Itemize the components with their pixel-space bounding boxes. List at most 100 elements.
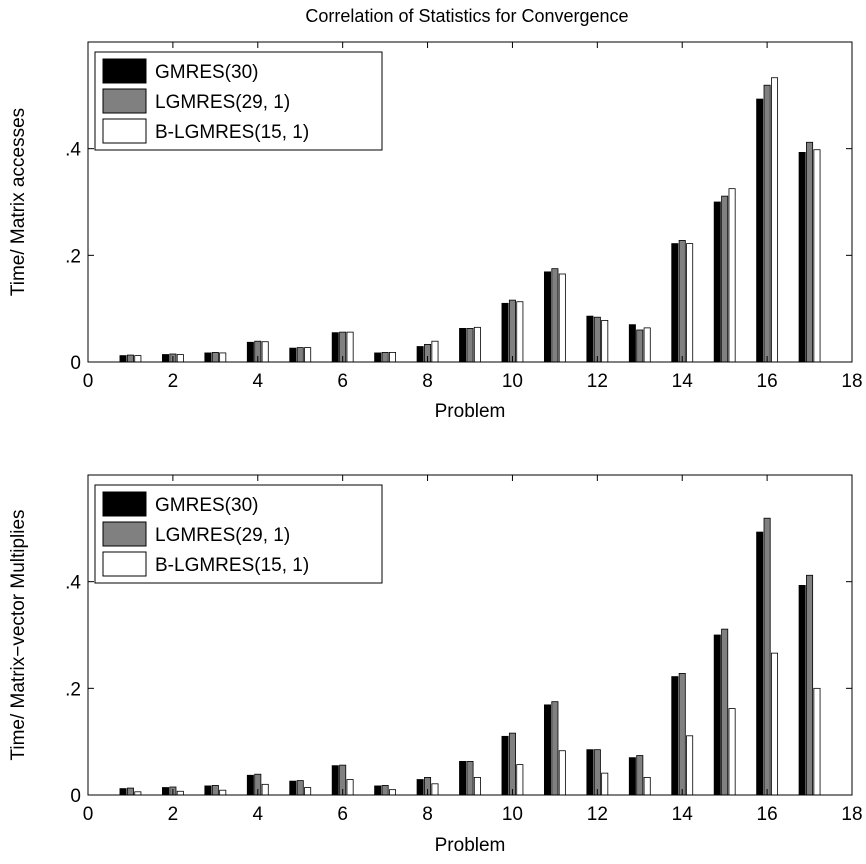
bar [134,355,142,363]
bar [374,352,382,363]
bar [728,188,736,363]
bar [119,788,127,796]
bar [686,243,694,363]
bar [459,761,467,796]
bar [381,351,389,363]
bar [543,704,551,796]
x-tick-label: 10 [502,804,523,825]
x-tick-label: 16 [757,371,778,392]
legend-swatch [102,551,147,577]
bar [813,149,821,363]
bar [601,772,609,796]
x-tick-label: 14 [672,371,694,392]
bar [713,201,721,363]
y-tick-label: .2 [65,246,81,267]
bar [431,783,439,796]
bars-group [119,77,821,363]
legend-swatch [102,118,147,144]
legend-swatch [102,491,147,517]
bar [261,783,269,796]
bar [501,302,509,363]
bar [593,749,601,796]
bar [389,789,397,796]
bar [558,273,566,363]
plot-frame [87,474,853,796]
y-tick-label: .4 [65,573,81,594]
bar [628,324,636,363]
bar [593,316,601,363]
bar [586,315,594,363]
bar [771,652,779,796]
bar [643,777,651,796]
bar [473,777,481,796]
bar [296,347,304,363]
bar [713,634,721,796]
bar [374,785,382,796]
bar [636,329,644,363]
bar [501,735,509,796]
bar [346,779,354,796]
bar [798,151,806,363]
bar [459,327,467,363]
bar [176,354,184,363]
legend: GMRES(30) LGMRES(29, 1) B-LGMRES(15, 1) [94,51,383,151]
bar [806,574,814,796]
bar [543,271,551,363]
x-tick-label: 8 [422,804,433,825]
bar [219,352,227,363]
bar [289,347,297,363]
bars-group [119,517,821,796]
bar [466,761,474,796]
bar [289,780,297,796]
x-tick-label: 6 [337,804,348,825]
legend-label: B-LGMRES(15, 1) [155,555,309,576]
bar [678,673,686,796]
x-tick-label: 14 [672,804,694,825]
x-tick-label: 12 [587,804,608,825]
bar [246,341,254,363]
legend-swatch [102,521,147,547]
legend-label: GMRES(30) [155,62,258,83]
bar [431,340,439,363]
bar [508,732,516,796]
bar [204,352,212,363]
x-tick-label: 8 [422,371,433,392]
bar [671,243,679,363]
chart-panel-1: 0 2 4 6 8 10 12 14 16 18 0 .2 .4 Problem Time/ Matrix … [8,41,863,422]
x-tick-label: 18 [841,371,862,392]
bar [296,780,304,796]
bar [161,787,169,796]
bar [798,585,806,796]
bar [551,701,559,796]
bar [381,785,389,796]
bar [721,628,729,796]
bar [671,676,679,796]
bar [806,141,814,363]
bar [161,354,169,363]
legend-label: B-LGMRES(15, 1) [155,122,309,143]
legend-label: LGMRES(29, 1) [155,525,290,546]
y-tick-label: 0 [70,353,81,374]
y-tick-label: 0 [70,786,81,807]
bar [551,268,559,363]
x-tick-label: 0 [83,371,94,392]
bar [771,77,779,363]
bar [756,98,764,363]
bar [126,787,134,796]
bar [643,327,651,363]
bar [416,346,424,363]
x-tick-label: 4 [252,371,263,392]
bar [204,785,212,796]
x-axis-label: Problem [435,835,506,856]
x-tick-label: 2 [168,804,179,825]
bar [304,347,312,363]
bar [389,351,397,363]
y-axis-label: Time/ Matrix accesses [8,108,29,296]
x-tick-label: 6 [337,371,348,392]
bar [466,327,474,363]
bar [678,239,686,363]
bar [516,301,524,363]
legend-swatch [102,58,147,84]
